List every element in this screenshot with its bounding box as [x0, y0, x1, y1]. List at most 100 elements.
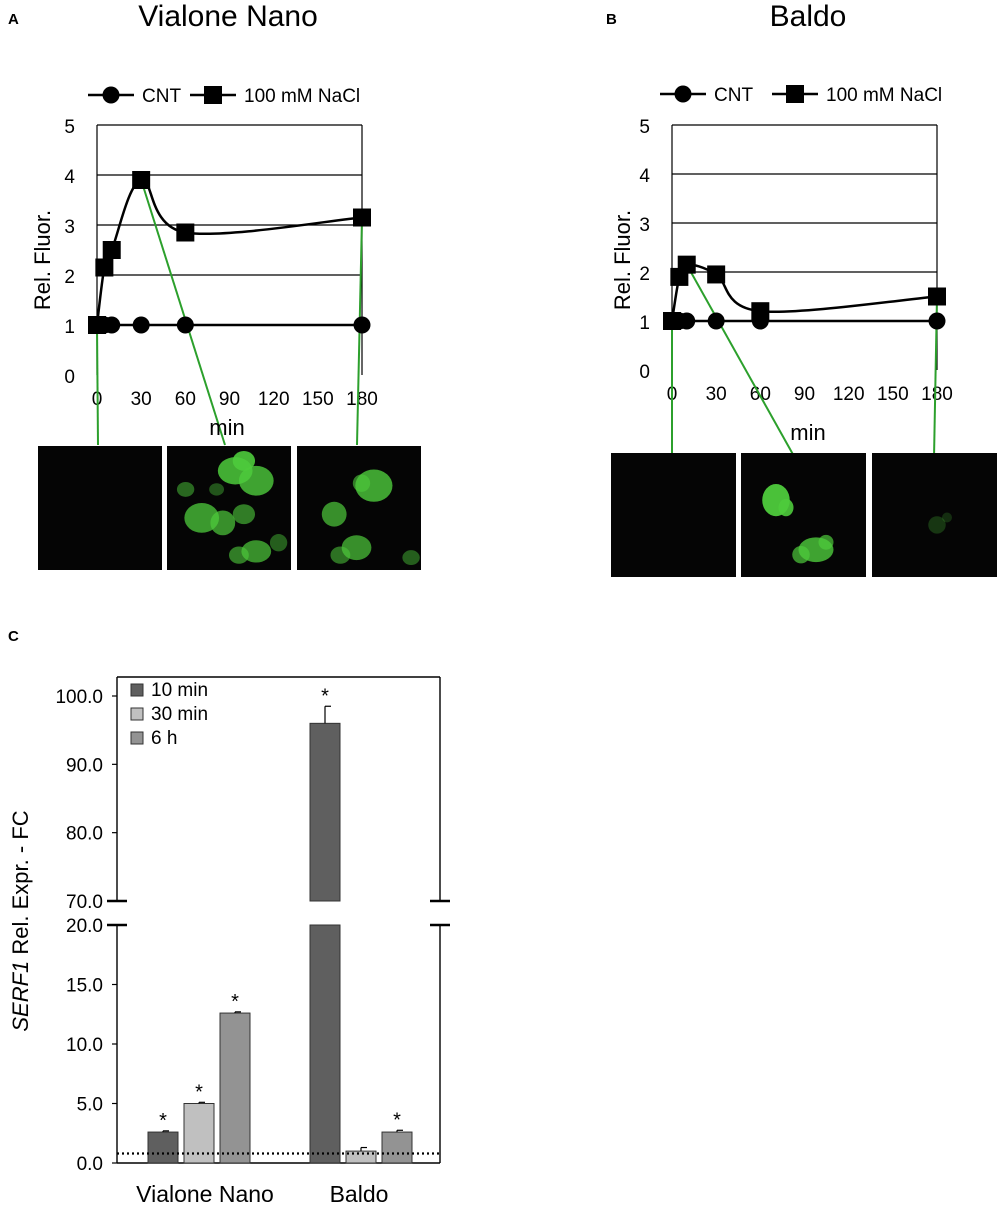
bar-6-h — [219, 1012, 251, 1164]
data-point-cnt — [928, 312, 946, 330]
panel-a-fluorescent-cell-cluster — [232, 450, 256, 471]
panel-a-fluorescent-cell-cluster — [232, 504, 256, 525]
data-point-cnt — [103, 316, 121, 334]
panel-b-images — [611, 453, 997, 577]
data-point-100-mm-nacl — [353, 208, 371, 227]
legend-swatch-10-min — [130, 683, 144, 697]
panel-b-micrograph-background — [872, 453, 997, 577]
panel-a-xtick: 120 — [258, 389, 290, 410]
panel-a-fluorescent-cell-cluster — [209, 483, 225, 496]
panel-a-ytick: 2 — [64, 267, 75, 288]
data-point-cnt — [132, 316, 150, 334]
panel-a-image-connector — [140, 179, 226, 446]
data-point-100-mm-nacl — [751, 302, 770, 321]
panel-c-ytick-upper: 90.0 — [66, 755, 103, 776]
panel-c-ytick-upper: 100.0 — [55, 687, 103, 708]
panel-a-fluorescent-cell-cluster — [210, 510, 236, 536]
panel-b-xtick: 180 — [921, 384, 953, 405]
panel-a-xtick: 30 — [131, 389, 152, 410]
panel-a-xtick: 60 — [175, 389, 196, 410]
panel-a-ytick: 1 — [64, 317, 75, 338]
significance-asterisk: * — [195, 1081, 203, 1103]
panel-b-ytick: 2 — [639, 264, 650, 285]
data-point-100-mm-nacl — [95, 258, 114, 277]
bar-10-min-upper-part — [309, 722, 341, 902]
data-point-100-mm-nacl — [132, 171, 151, 189]
panel-c-ylabel-rest: Rel. Expr. - FC — [8, 810, 33, 960]
panel-c: C SERF1 Rel. Expr. - FC 0.0 5.0 10.0 15.0 20… — [8, 628, 450, 1205]
panel-b-fluorescent-cell-cluster — [818, 534, 834, 550]
legend-label-cnt: CNT — [714, 85, 753, 106]
significance-asterisk: * — [231, 991, 239, 1013]
legend-label-cnt: CNT — [142, 86, 181, 107]
panel-a-fluorescent-cell-cluster — [269, 534, 288, 552]
panel-a-title: Vialone Nano — [138, 0, 318, 33]
panel-a-fluorescent-cell-cluster — [402, 550, 420, 566]
panel-b-xtick: 120 — [833, 384, 865, 405]
significance-asterisk: * — [159, 1110, 167, 1132]
bar-30-min — [345, 1150, 377, 1164]
legend-label-100-mm-nacl: 100 mM NaCl — [826, 85, 942, 106]
panel-a-images — [38, 446, 421, 570]
panel-c-ytick-upper: 70.0 — [66, 892, 103, 913]
panel-b-title: Baldo — [770, 0, 847, 33]
panel-a-xtick: 90 — [219, 389, 240, 410]
category-label-baldo: Baldo — [330, 1181, 389, 1205]
panel-c-ylabel: SERF1 Rel. Expr. - FC — [8, 810, 33, 1031]
category-label-vialone-nano: Vialone Nano — [136, 1181, 274, 1205]
panel-c-ytick-lower: 15.0 — [66, 976, 103, 997]
panel-b-micrograph — [872, 453, 997, 577]
data-point-100-mm-nacl — [176, 223, 195, 242]
panel-c-ytick-lower: 10.0 — [66, 1035, 103, 1056]
panel-b-ytick: 1 — [639, 313, 650, 334]
legend-marker-cnt — [674, 85, 692, 103]
panel-a-fluorescent-cell-cluster — [229, 546, 249, 564]
data-point-100-mm-nacl — [102, 241, 121, 259]
panel-a-fluorescent-cell-cluster — [241, 540, 272, 563]
panel-b-fluorescent-cell-cluster — [928, 516, 946, 534]
panel-b-xtick: 90 — [794, 384, 815, 405]
panel-a-fluorescent-cell-cluster — [238, 465, 274, 496]
panel-b-micrograph-background — [611, 453, 736, 577]
legend-swatch-30-min — [130, 707, 144, 721]
panel-b-fluorescent-cell-cluster — [792, 546, 810, 564]
legend-swatch-6-h — [130, 731, 144, 745]
data-point-cnt — [353, 316, 371, 334]
panel-a-micrograph — [38, 446, 162, 570]
data-point-cnt — [176, 316, 194, 334]
panel-c-ytick-upper: 80.0 — [66, 824, 103, 845]
data-point-100-mm-nacl — [663, 312, 681, 330]
panel-a-micrograph — [297, 446, 421, 570]
panel-c-ytick-lower: 0.0 — [77, 1154, 103, 1175]
significance-asterisk: * — [321, 685, 329, 707]
panel-b-fluorescent-cell-cluster — [778, 498, 794, 517]
panel-a-fluorescent-cell-cluster — [176, 481, 195, 497]
panel-b-micrograph — [611, 453, 736, 577]
panel-b-xtick: 150 — [877, 384, 909, 405]
panel-c-ytick-lower: 20.0 — [66, 916, 103, 937]
data-point-cnt — [707, 312, 725, 330]
panel-b-image-connector — [685, 264, 796, 459]
panel-b-ylabel: Rel. Fluor. — [610, 210, 635, 310]
bar-6-h — [381, 1131, 413, 1164]
panel-b-fluorescent-cell-cluster — [942, 512, 952, 523]
panel-a-xtick: 150 — [302, 389, 334, 410]
data-point-100-mm-nacl — [88, 316, 106, 334]
legend-marker-cnt — [102, 86, 120, 104]
panel-a-ytick: 0 — [64, 367, 75, 388]
panel-a-fluorescent-cell-cluster — [352, 474, 371, 492]
panel-b-xlabel: min — [790, 420, 825, 445]
panel-b-ytick: 4 — [639, 166, 650, 187]
panel-a-ytick: 4 — [64, 167, 75, 188]
panel-a-xtick: 180 — [346, 389, 378, 410]
panel-a-legend: CNT 100 mM NaCl — [88, 86, 360, 107]
significance-asterisk: * — [393, 1109, 401, 1131]
legend-marker-100-mm-nacl — [204, 86, 222, 104]
legend-label-10-min: 10 min — [151, 680, 208, 701]
data-point-100-mm-nacl — [707, 265, 726, 284]
panel-b-legend: CNT 100 mM NaCl — [660, 85, 942, 106]
panel-a-plot: 0123450306090120150180 — [64, 117, 378, 446]
